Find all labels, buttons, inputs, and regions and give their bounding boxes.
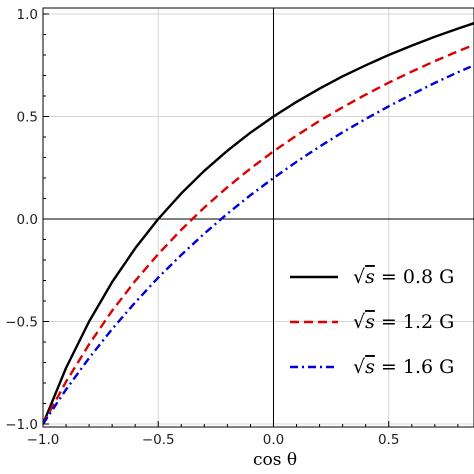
x-tick-label: 0.5	[378, 432, 399, 448]
y-tick-label: −0.5	[5, 315, 38, 331]
legend: √s = 0.8 G√s = 1.2 G√s = 1.6 G	[290, 266, 454, 378]
legend-value: = 1.6 G	[375, 356, 454, 378]
x-tick-label: 0.0	[263, 432, 284, 448]
legend-root-symbol: √	[353, 311, 366, 333]
y-tick-label: 1.0	[17, 7, 38, 23]
series-line-3	[43, 64, 474, 425]
series-line-1	[43, 22, 474, 425]
plot-frame	[42, 7, 474, 428]
zero-axes	[43, 8, 474, 427]
legend-root-symbol: √	[353, 266, 366, 288]
x-axis-title: cos θ	[253, 450, 297, 470]
legend-value: = 1.2 G	[375, 311, 454, 333]
y-tick-label: 0.0	[17, 212, 38, 228]
legend-variable: s	[365, 311, 375, 333]
legend-label-1: √s = 0.8 G	[353, 266, 454, 288]
x-tick-label: −1.0	[27, 432, 60, 448]
tick-labels: −1.0 −0.5 0.0 0.5 −1.0 −0.5 0.0 0.5 1.0	[5, 7, 399, 448]
x-tick-label: −0.5	[142, 432, 175, 448]
legend-variable: s	[365, 356, 375, 378]
legend-value: = 0.8 G	[375, 266, 454, 288]
y-tick-label: 0.5	[17, 110, 38, 126]
legend-label-2: √s = 1.2 G	[353, 311, 454, 333]
grid-lines	[42, 8, 474, 427]
series-layer	[43, 22, 474, 425]
legend-label-3: √s = 1.6 G	[353, 356, 454, 378]
y-tick-label: −1.0	[5, 417, 38, 433]
axis-ticks	[42, 13, 459, 427]
legend-root-symbol: √	[353, 356, 366, 378]
legend-variable: s	[365, 266, 375, 288]
